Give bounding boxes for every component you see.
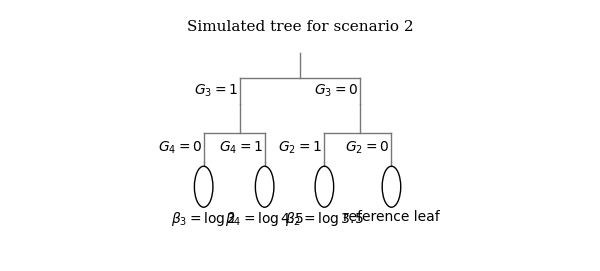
Text: reference leaf: reference leaf [343, 210, 440, 224]
Text: $G_3 = 1$: $G_3 = 1$ [194, 83, 238, 99]
Text: Simulated tree for scenario 2: Simulated tree for scenario 2 [187, 20, 413, 34]
Text: $\beta_2 = \log 3.5$: $\beta_2 = \log 3.5$ [285, 210, 364, 228]
Text: $G_2 = 1$: $G_2 = 1$ [278, 140, 322, 156]
Text: $G_4 = 0$: $G_4 = 0$ [158, 140, 202, 156]
Text: $\beta_3 = \log 2$: $\beta_3 = \log 2$ [171, 210, 236, 228]
Text: $\beta_4 = \log 4.5$: $\beta_4 = \log 4.5$ [225, 210, 304, 228]
Text: $G_3 = 0$: $G_3 = 0$ [314, 83, 358, 99]
Text: $G_2 = 0$: $G_2 = 0$ [346, 140, 389, 156]
Text: $G_4 = 1$: $G_4 = 1$ [218, 140, 263, 156]
